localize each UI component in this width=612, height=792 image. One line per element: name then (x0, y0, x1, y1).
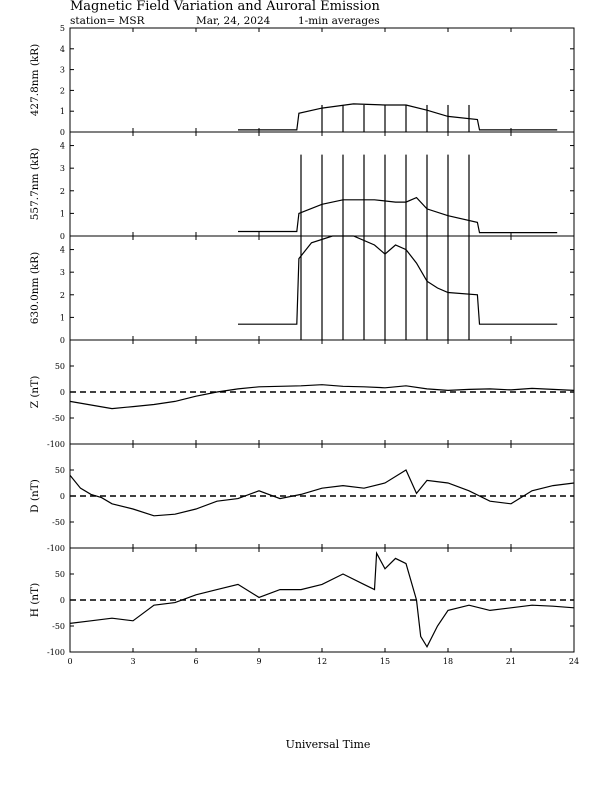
x-axis: 0 3 6 9 12 15 18 21 24 (67, 657, 579, 666)
series-line (69, 384, 575, 410)
y-tick-label: 50 (55, 466, 65, 475)
y-tick-label: 5 (60, 24, 65, 33)
series-line (238, 103, 558, 131)
x-tick-label: 12 (317, 657, 327, 666)
y-tick-label: -50 (52, 518, 65, 527)
y-tick-label: 4 (60, 45, 65, 54)
y-tick-label: 0 (60, 128, 65, 137)
x-tick-label: 24 (569, 657, 579, 666)
date-label: Mar, 24, 2024 (196, 15, 271, 27)
y-axis-title: 630.0nm (kR) (29, 252, 41, 325)
y-tick-label: 3 (60, 164, 65, 173)
panel-5: -100 -50 0 50 D (nT) (29, 443, 575, 553)
panel-6: -100 -50 0 50 H (nT) (29, 547, 575, 657)
y-tick-label: 3 (60, 66, 65, 75)
station-label: station= MSR (70, 15, 146, 27)
y-axis-title: Z (nT) (29, 376, 41, 409)
x-tick-label: 21 (506, 657, 516, 666)
panel-2: 0 1 2 3 4 557.7nm (kR) (29, 131, 575, 241)
x-tick-label: 18 (443, 657, 453, 666)
y-tick-label: 3 (60, 268, 65, 277)
y-tick-label: 50 (55, 570, 65, 579)
y-tick-label: -50 (52, 414, 65, 423)
figure-title: Magnetic Field Variation and Auroral Emi… (70, 0, 380, 14)
y-tick-label: 1 (60, 107, 65, 116)
y-tick-label: 50 (55, 362, 65, 371)
y-tick-label: 4 (60, 142, 65, 151)
x-axis-title: Universal Time (286, 738, 371, 751)
y-tick-label: 0 (60, 492, 65, 501)
y-tick-label: 4 (60, 246, 65, 255)
y-tick-label: 1 (60, 209, 65, 218)
panel-stack: 0 1 2 3 4 5 427.8nm (kR) 0 1 2 3 4 557.7nm (kR) 0 1 2 3 4… (29, 24, 575, 657)
averaging-label: 1-min averages (298, 15, 380, 27)
y-tick-label: -50 (52, 622, 65, 631)
y-axis-title: D (nT) (29, 479, 41, 513)
y-tick-label: 0 (60, 336, 65, 345)
y-tick-label: 1 (60, 313, 65, 322)
y-tick-label: 2 (60, 86, 65, 95)
x-tick-label: 9 (256, 657, 261, 666)
y-tick-label: 0 (60, 388, 65, 397)
y-tick-label: 0 (60, 232, 65, 241)
y-tick-label: 0 (60, 596, 65, 605)
y-axis-title: 557.7nm (kR) (29, 148, 41, 221)
panel-4: -100 -50 0 50 Z (nT) (29, 339, 575, 449)
x-tick-label: 15 (380, 657, 390, 666)
y-tick-label: 2 (60, 187, 65, 196)
x-tick-label: 0 (67, 657, 72, 666)
series-line (69, 469, 575, 517)
x-tick-label: 6 (193, 657, 198, 666)
y-tick-label: 2 (60, 291, 65, 300)
y-tick-label: -100 (47, 440, 65, 449)
panel-3: 0 1 2 3 4 630.0nm (kR) (29, 235, 575, 345)
x-tick-label: 3 (130, 657, 135, 666)
panel-1: 0 1 2 3 4 5 427.8nm (kR) (29, 24, 575, 137)
y-axis-title: 427.8nm (kR) (29, 44, 41, 117)
y-axis-title: H (nT) (29, 583, 41, 617)
series-line (238, 196, 558, 234)
y-tick-label: -100 (47, 544, 65, 553)
y-tick-label: -100 (47, 648, 65, 657)
series-line (69, 551, 575, 649)
series-line (238, 235, 558, 325)
